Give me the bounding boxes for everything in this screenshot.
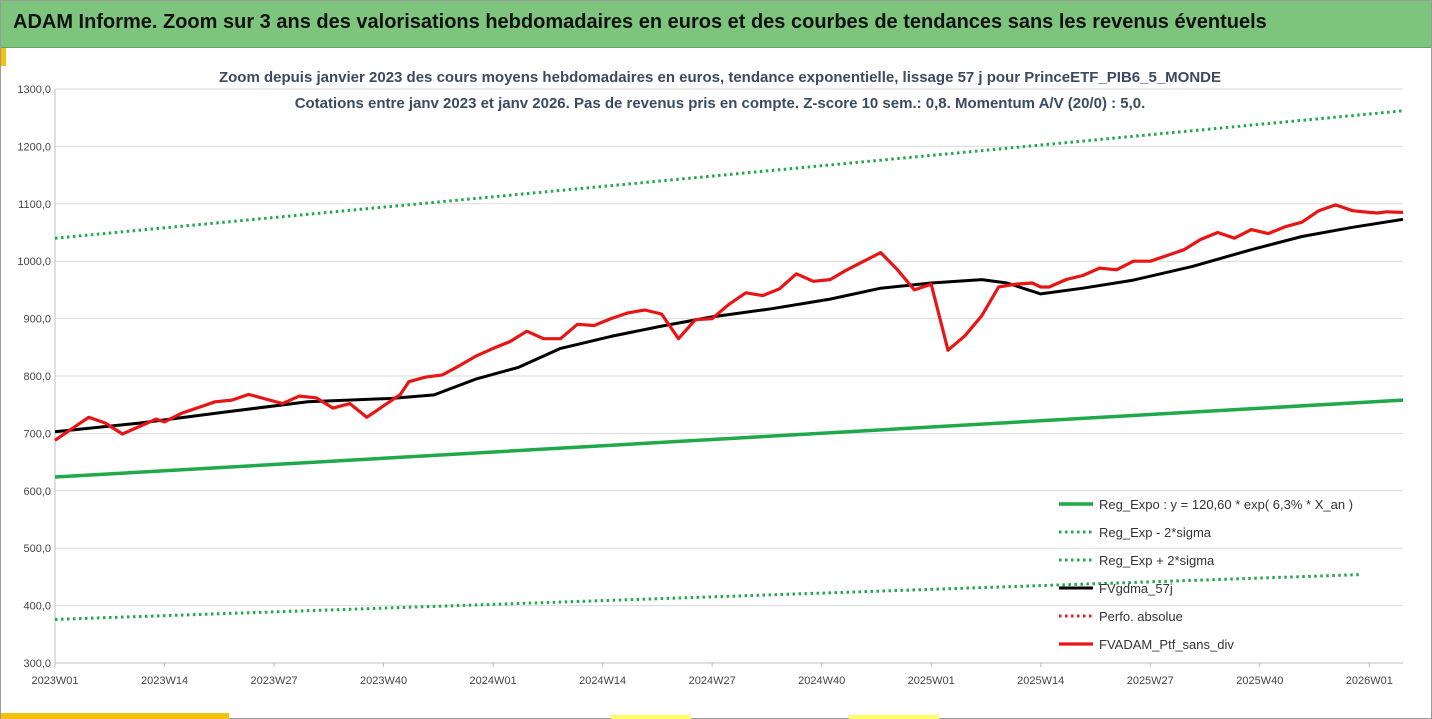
legend: Reg_Expo : y = 120,60 * exp( 6,3% * X_an… <box>1059 497 1353 652</box>
legend-label-1: Reg_Exp - 2*sigma <box>1099 525 1212 540</box>
series-line-0 <box>54 398 1404 479</box>
x-tick-label: 2023W14 <box>141 675 188 687</box>
y-tick-label: 600,0 <box>23 486 51 498</box>
y-tick-label: 400,0 <box>23 601 51 613</box>
y-axis-ticks: 300,0 400,0 500,0 600,0 700,0 800,0 900,0 1000,… <box>17 84 51 670</box>
x-axis-ticks: 2023W01 2023W14 2023W27 2023W40 2024W01 2024W… <box>31 663 1393 687</box>
report-banner: ADAM Informe. Zoom sur 3 ans des valoris… <box>1 1 1431 48</box>
y-tick-label: 1300,0 <box>17 84 51 96</box>
y-tick-label: 800,0 <box>23 371 51 383</box>
legend-label-3: FVgdma_57j <box>1099 581 1173 596</box>
accent-bar-mid-1 <box>611 715 691 719</box>
x-tick-label: 2023W40 <box>360 675 407 687</box>
x-tick-label: 2024W40 <box>798 675 845 687</box>
x-tick-label: 2025W27 <box>1127 675 1174 687</box>
y-tick-label: 500,0 <box>23 543 51 555</box>
x-tick-label: 2024W27 <box>689 675 736 687</box>
accent-bar-mid-2 <box>849 715 939 719</box>
chart-subtitle: Cotations entre janv 2023 et janv 2026. … <box>295 95 1146 112</box>
accent-bar-bottom <box>1 713 229 719</box>
x-tick-label: 2024W01 <box>470 675 517 687</box>
series-line-1 <box>54 573 1361 621</box>
y-tick-label: 1200,0 <box>17 141 51 153</box>
series-line-5 <box>54 203 1404 442</box>
x-tick-label: 2023W01 <box>31 675 78 687</box>
y-tick-label: 900,0 <box>23 314 51 326</box>
y-tick-label: 700,0 <box>23 428 51 440</box>
y-tick-label: 1000,0 <box>17 256 51 268</box>
x-tick-label: 2023W27 <box>251 675 298 687</box>
x-tick-label: 2026W01 <box>1346 675 1393 687</box>
chart-title: Zoom depuis janvier 2023 des cours moyen… <box>219 69 1221 86</box>
y-tick-label: 1100,0 <box>18 199 51 211</box>
accent-bar-left <box>1 48 6 66</box>
legend-label-2: Reg_Exp + 2*sigma <box>1099 553 1215 568</box>
x-tick-label: 2024W14 <box>579 675 626 687</box>
series-lines <box>54 109 1404 621</box>
y-tick-label: 300,0 <box>23 658 51 670</box>
legend-label-5: FVADAM_Ptf_sans_div <box>1099 637 1234 652</box>
report-title: ADAM Informe. Zoom sur 3 ans des valoris… <box>13 11 1267 33</box>
x-tick-label: 2025W14 <box>1017 675 1064 687</box>
x-tick-label: 2025W01 <box>908 675 955 687</box>
grid-lines <box>54 88 1403 664</box>
legend-label-4: Perfo. absolue <box>1099 609 1183 624</box>
series-line-2 <box>54 109 1404 240</box>
x-tick-label: 2025W40 <box>1236 675 1283 687</box>
legend-label-0: Reg_Expo : y = 120,60 * exp( 6,3% * X_an… <box>1099 497 1353 512</box>
series-line-3 <box>54 217 1404 434</box>
